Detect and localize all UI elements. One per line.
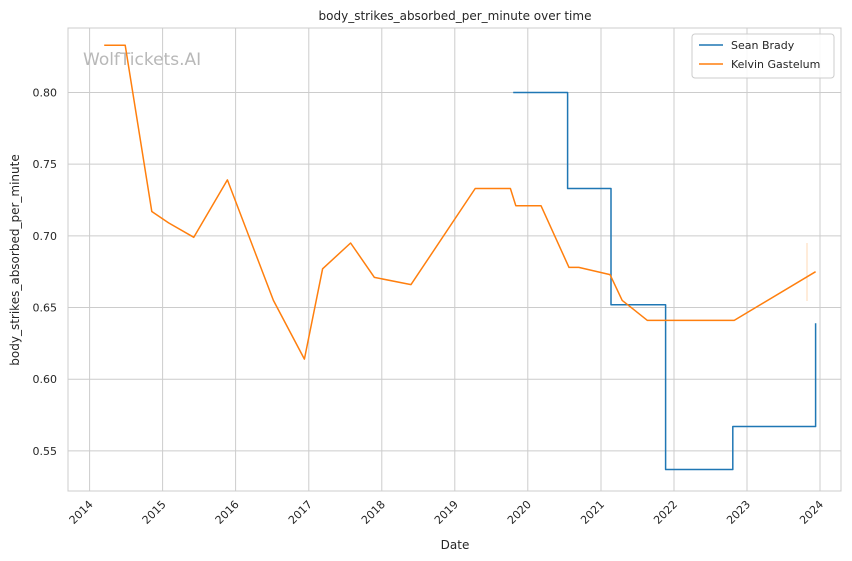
y-tick-label: 0.80 — [33, 87, 58, 100]
y-tick-label: 0.70 — [33, 230, 58, 243]
y-axis-label: body_strikes_absorbed_per_minute — [8, 154, 22, 365]
y-tick-label: 0.60 — [33, 373, 58, 386]
x-axis-label: Date — [441, 538, 470, 552]
grid — [68, 28, 841, 491]
legend-label-0: Sean Brady — [731, 39, 795, 52]
series-layer — [104, 44, 817, 471]
plot-frame — [67, 27, 842, 492]
y-tick-label: 0.75 — [33, 158, 58, 171]
y-ticks: 0.55 0.60 0.65 0.70 0.75 0.80 — [33, 87, 58, 458]
watermark: WolfTickets.AI — [83, 50, 201, 70]
chart-title: body_strikes_absorbed_per_minute over ti… — [319, 9, 592, 23]
legend-label-1: Kelvin Gastelum — [731, 58, 820, 71]
legend: Sean Brady Kelvin Gastelum — [691, 33, 835, 79]
y-tick-label: 0.65 — [33, 302, 58, 315]
legend-box — [691, 33, 835, 79]
y-tick-label: 0.55 — [33, 445, 58, 458]
